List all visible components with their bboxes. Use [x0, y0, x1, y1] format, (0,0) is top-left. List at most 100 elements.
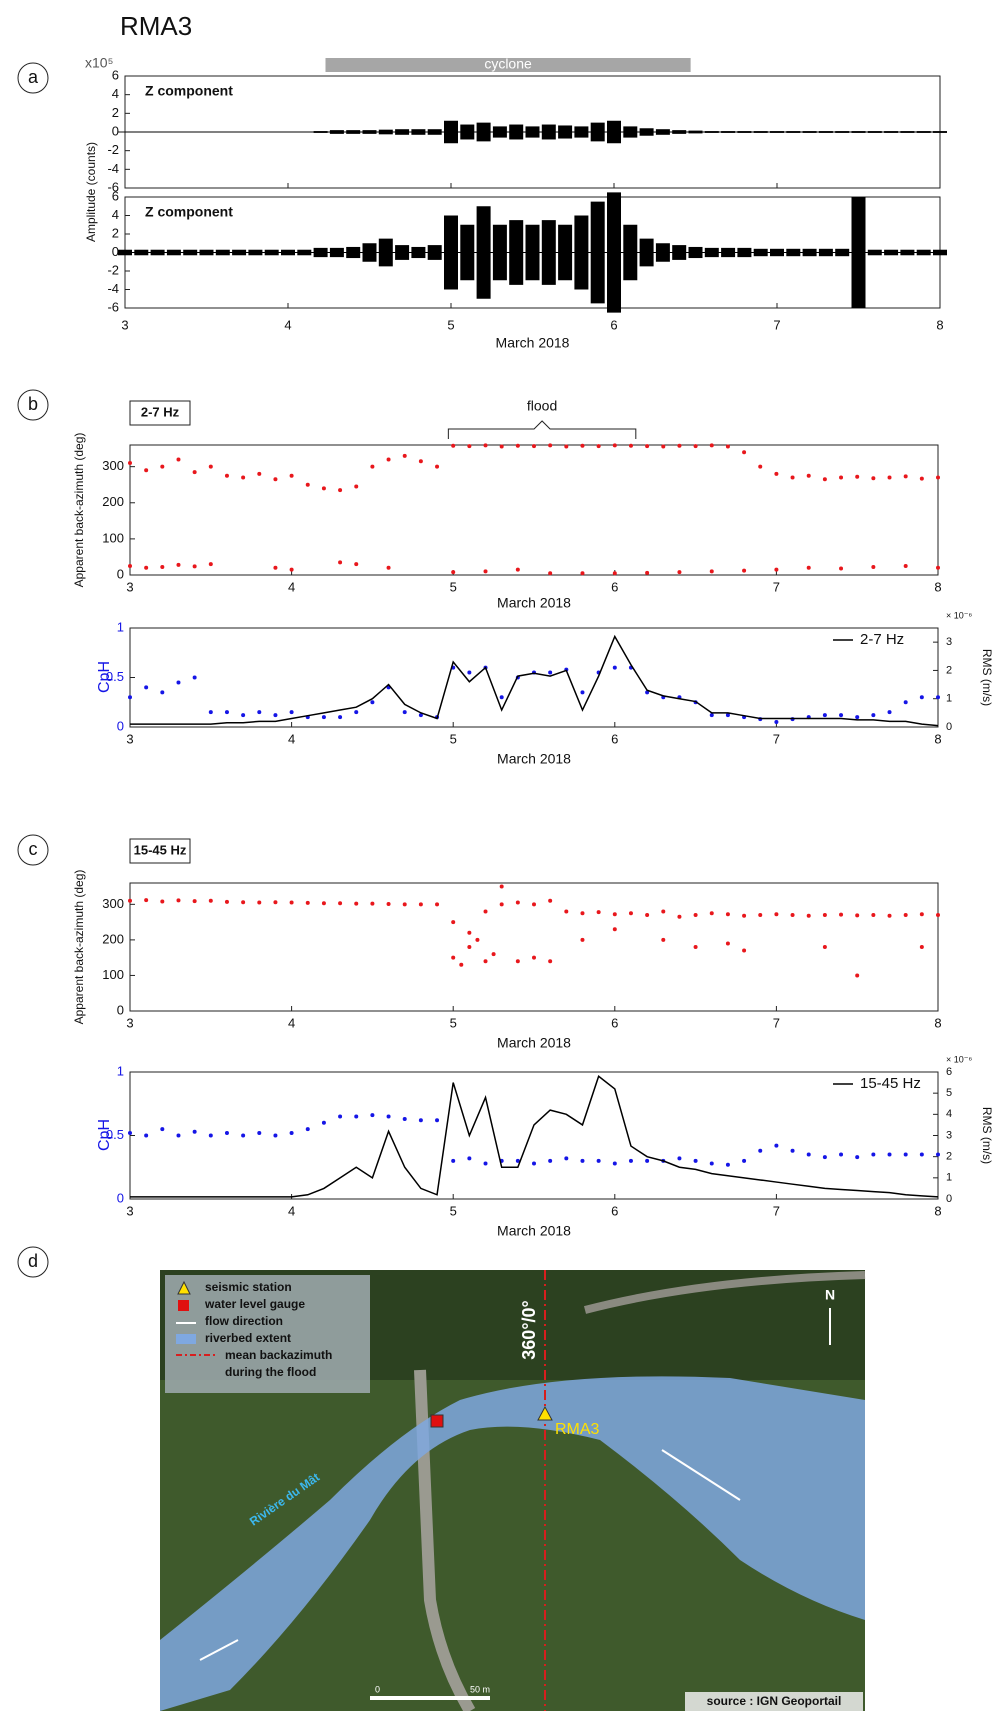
scatter-point: [871, 913, 876, 917]
scatter-point: [887, 710, 892, 715]
scatter-point: [128, 695, 132, 700]
y2-exponent: × 10⁻⁶: [946, 1054, 973, 1064]
scatter-point: [467, 670, 472, 675]
scatter-point: [580, 690, 585, 695]
scatter-point: [677, 914, 682, 919]
scatter-point: [822, 477, 827, 482]
y-axis-label: Amplitude (counts): [84, 142, 98, 242]
scatter-point: [483, 1161, 488, 1166]
y-tick-label: 4: [112, 86, 119, 101]
y-tick-label: 6: [112, 188, 119, 203]
scatter-point: [192, 899, 197, 904]
scatter-point: [855, 913, 860, 918]
map-legend-label: water level gauge: [204, 1297, 305, 1311]
y-tick-label: -6: [107, 179, 119, 194]
scatter-point: [176, 562, 181, 567]
scatter-point: [241, 1133, 246, 1138]
y2-tick-label: 2: [946, 664, 952, 676]
scatter-point: [661, 444, 666, 449]
x-tick-label: 5: [450, 731, 457, 746]
legend-symbol: [176, 1334, 196, 1344]
scatter-point: [774, 1143, 779, 1148]
map: seismic station water level gauge flow d…: [160, 1270, 866, 1711]
band-label: 2-7 Hz: [141, 404, 180, 419]
flow-arrow: [199, 1639, 239, 1661]
scatter-point: [289, 473, 294, 478]
riverbed: [160, 1376, 865, 1711]
map-legend: [165, 1275, 370, 1393]
scatter-point: [451, 570, 456, 575]
y-tick-label: 4: [112, 207, 119, 222]
x-tick-label: 3: [126, 1015, 133, 1030]
scatter-point: [402, 453, 407, 458]
x-axis-label: March 2018: [497, 751, 571, 767]
x-tick-label: 4: [288, 579, 295, 594]
scatter-point: [257, 1130, 262, 1135]
scatter-point: [354, 1114, 359, 1119]
scatter-point: [774, 912, 779, 917]
north-label: N: [825, 1287, 835, 1303]
y2-tick-label: 3: [946, 636, 952, 648]
scatter-point: [144, 898, 149, 903]
scatter-point: [354, 901, 359, 906]
scatter-point: [645, 570, 650, 575]
scatter-point: [580, 911, 585, 916]
scatter-point: [596, 910, 601, 915]
scatter-point: [855, 715, 860, 720]
scatter-point: [564, 444, 569, 449]
scatter-point: [273, 565, 278, 570]
scatter-point: [402, 710, 407, 715]
scatter-point: [548, 571, 553, 576]
scatter-point: [483, 909, 488, 914]
scatter-point: [418, 902, 423, 907]
scatter-point: [790, 913, 795, 917]
scatter-point: [871, 565, 876, 570]
scatter-point: [661, 909, 666, 914]
scatter-point: [273, 900, 278, 905]
scatter-point: [919, 945, 924, 949]
y2-tick-label: 0: [946, 1193, 952, 1205]
y-tick-label: 0: [117, 718, 124, 733]
scatter-point: [887, 1152, 892, 1157]
scatter-point: [709, 1161, 714, 1166]
scatter-point: [806, 473, 811, 478]
y-tick-label: 2: [112, 105, 119, 120]
y-axis-label: CpH: [96, 1119, 113, 1151]
scatter-point: [725, 941, 730, 946]
x-tick-label: 6: [611, 1015, 618, 1030]
scatter-point: [144, 685, 149, 690]
scatter-point: [208, 710, 213, 715]
map-legend-label: seismic station: [205, 1280, 292, 1294]
scatter-point: [758, 464, 763, 469]
scatter-point: [321, 715, 326, 720]
x-tick-label: 6: [611, 731, 618, 746]
scatter-point: [224, 899, 229, 904]
scatter-point: [855, 474, 860, 479]
scatter-point: [483, 959, 488, 964]
scatter-point: [887, 475, 892, 480]
scatter-point: [839, 1152, 844, 1157]
scatter-point: [459, 962, 464, 967]
scatter-point: [758, 1148, 763, 1153]
scatter-point: [128, 461, 132, 466]
scatter-point: [790, 1148, 795, 1153]
x-tick-label: 8: [934, 579, 941, 594]
scatter-point: [208, 1133, 213, 1138]
x-tick-label: 7: [773, 1203, 780, 1218]
scatter-point: [273, 477, 278, 482]
band-label: 15-45 Hz: [134, 842, 187, 857]
scatter-point: [532, 902, 536, 907]
scatter-point: [774, 567, 779, 572]
scatter-point: [580, 443, 585, 448]
x-axis-label: March 2018: [497, 1223, 571, 1239]
scatter-point: [467, 444, 472, 449]
scatter-point: [491, 952, 496, 957]
scatter-point: [645, 1158, 650, 1163]
scatter-point: [742, 913, 747, 918]
scatter-point: [176, 898, 181, 903]
scatter-point: [806, 913, 811, 918]
scatter-point: [822, 1155, 827, 1160]
scatter-point: [192, 564, 197, 569]
scatter-point: [677, 1156, 682, 1161]
